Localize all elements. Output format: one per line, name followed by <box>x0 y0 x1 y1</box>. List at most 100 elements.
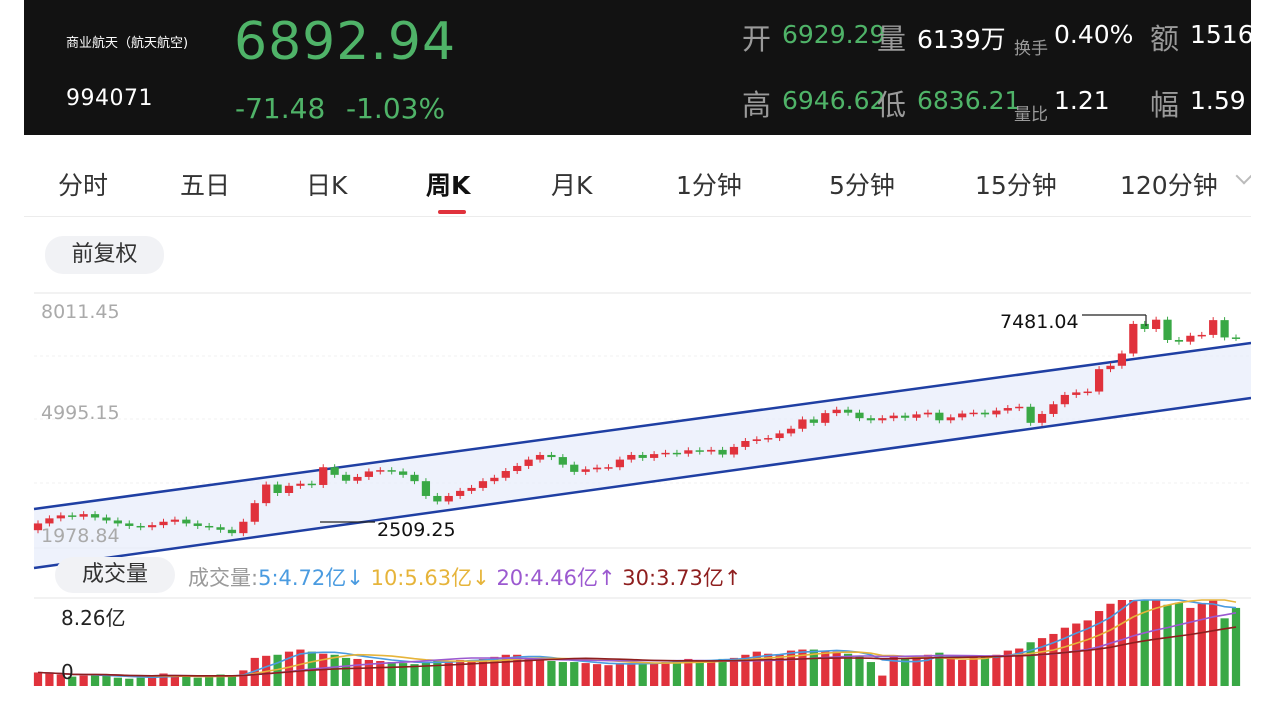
volume-bar <box>227 675 237 686</box>
candle <box>786 428 796 434</box>
volume-bar <box>821 650 830 686</box>
volume-bar <box>558 662 567 686</box>
tab-monthly-k[interactable]: 月K <box>551 171 593 200</box>
candle <box>684 450 693 454</box>
candle <box>752 439 761 442</box>
candle <box>570 464 579 472</box>
tab-weekly-k[interactable]: 周K <box>426 171 471 200</box>
candle <box>741 441 750 447</box>
tab-15min[interactable]: 15分钟 <box>975 171 1057 200</box>
period-tabs: 分时 五日 日K 周K 月K 1分钟 5分钟 15分钟 120分钟 <box>24 148 1253 217</box>
candle <box>535 454 545 460</box>
candle <box>1049 404 1058 414</box>
volume-bar <box>786 650 796 686</box>
volume-bar <box>547 661 556 686</box>
candle <box>33 523 43 531</box>
candle <box>421 481 431 496</box>
volume-bar <box>136 677 145 686</box>
candle <box>1186 335 1195 342</box>
candle <box>1231 337 1241 339</box>
volume-bar <box>764 653 773 686</box>
candle <box>695 450 704 452</box>
candle <box>524 459 533 466</box>
volume-bar <box>581 663 590 686</box>
candle <box>1163 319 1172 340</box>
tab-five-day[interactable]: 五日 <box>180 171 231 200</box>
volume-bar <box>353 658 362 686</box>
volume-tick-label: 8.26亿 <box>61 606 126 630</box>
volume-ratio-label: 量比 <box>1014 105 1048 125</box>
volume-bar <box>604 665 613 686</box>
candle <box>136 525 145 528</box>
tab-5min[interactable]: 5分钟 <box>829 171 895 200</box>
ma10-arrow-icon: ↓ <box>472 566 490 590</box>
open-label: 开 <box>742 22 772 56</box>
volume-bar <box>1231 607 1241 686</box>
volume-bar <box>1163 604 1172 686</box>
volume-bar <box>56 674 65 686</box>
volume-bar <box>980 655 990 686</box>
candle <box>444 495 453 502</box>
candle <box>56 515 65 519</box>
volume-bar <box>387 662 396 686</box>
volume-bar <box>1037 638 1047 686</box>
candle <box>615 459 624 468</box>
candle <box>1003 408 1012 411</box>
volume-ma-lines <box>37 599 1237 679</box>
ma20-arrow-icon: ↑ <box>598 566 616 590</box>
candle <box>1106 365 1115 370</box>
tab-daily-k[interactable]: 日K <box>306 171 348 200</box>
volume-bar <box>1209 600 1218 686</box>
candle <box>125 523 134 526</box>
candle <box>1026 406 1035 423</box>
candle <box>581 469 590 472</box>
candle <box>1083 391 1092 394</box>
tab-120min[interactable]: 120分钟 <box>1120 171 1218 200</box>
volume-bar <box>456 659 465 686</box>
candle <box>1037 413 1047 423</box>
candle <box>307 483 316 486</box>
volume-bar <box>707 661 716 686</box>
candle <box>558 457 567 465</box>
candle <box>1174 339 1184 342</box>
volume-bar <box>570 662 579 686</box>
volume-indicator-button[interactable]: 成交量 <box>55 557 175 593</box>
volume-bar <box>33 672 43 686</box>
volume-legend: 成交量:5:4.72亿↓ 10:5.63亿↓ 20:4.46亿↑ 30:3.73… <box>188 562 741 592</box>
candle <box>478 481 488 488</box>
volume-bar <box>501 654 510 686</box>
volume-bar <box>1003 650 1012 686</box>
candle <box>501 471 510 478</box>
candle <box>843 409 853 413</box>
candle <box>182 519 191 524</box>
volume-bar <box>1015 648 1024 686</box>
volume-legend-prefix: 成交量: <box>188 566 259 590</box>
volume-bar <box>535 658 545 686</box>
volume-bar <box>284 651 294 686</box>
volume-bar <box>1083 620 1092 686</box>
volume-bar <box>467 659 476 686</box>
candle <box>1072 392 1081 395</box>
amplitude-value: 1.59 <box>1190 86 1246 115</box>
candle <box>330 467 339 475</box>
candle <box>159 521 168 526</box>
candle <box>1140 323 1149 329</box>
volume-bar <box>1106 603 1115 686</box>
adjust-mode-button[interactable]: 前复权 <box>45 236 164 274</box>
y-tick-label: 4995.15 <box>41 402 120 424</box>
candles-group <box>33 316 1241 537</box>
volume-bar <box>752 651 761 686</box>
volume-bar <box>672 659 682 686</box>
candle <box>775 433 784 439</box>
tab-intraday[interactable]: 分时 <box>58 171 109 200</box>
tab-1min[interactable]: 1分钟 <box>676 171 742 200</box>
y-tick-label: 8011.45 <box>41 301 120 323</box>
candle <box>193 523 202 526</box>
candle <box>68 515 77 517</box>
candle <box>387 470 396 472</box>
candle <box>250 503 259 522</box>
volume-bar <box>661 662 670 686</box>
ma5-value: 5:4.72亿 <box>258 566 347 590</box>
volume-bar <box>79 675 88 686</box>
